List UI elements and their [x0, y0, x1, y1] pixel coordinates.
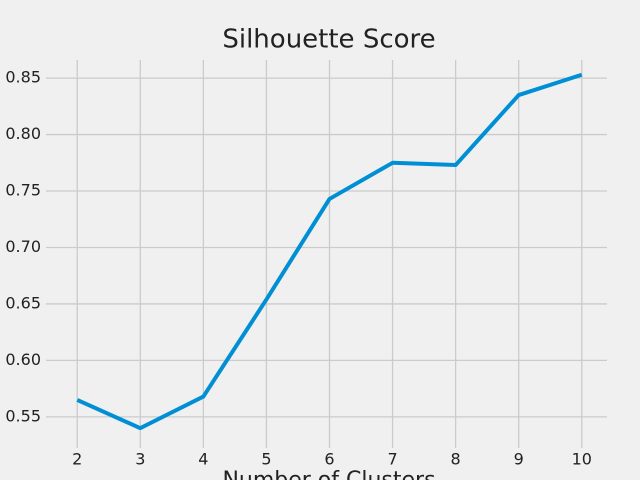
x-tick-label: 3 — [135, 450, 145, 469]
y-tick-label: 0.75 — [5, 181, 41, 200]
x-tick-label: 4 — [198, 450, 208, 469]
x-tick-label: 6 — [324, 450, 334, 469]
chart-title: Silhouette Score — [222, 25, 435, 55]
y-tick-label: 0.65 — [5, 293, 41, 312]
y-tick-label: 0.60 — [5, 350, 41, 369]
x-tick-label: 5 — [261, 450, 271, 469]
x-tick-label: 10 — [572, 450, 592, 469]
y-tick-label: 0.80 — [5, 124, 41, 143]
x-tick-label: 8 — [451, 450, 461, 469]
x-tick-label: 7 — [387, 450, 397, 469]
x-tick-label: 9 — [514, 450, 524, 469]
x-tick-label: 2 — [72, 450, 82, 469]
y-tick-label: 0.70 — [5, 237, 41, 256]
x-axis-label: Number of Clusters — [222, 468, 435, 480]
data-line — [76, 72, 583, 431]
y-tick-label: 0.55 — [5, 406, 41, 425]
y-tick-label: 0.85 — [5, 68, 41, 87]
